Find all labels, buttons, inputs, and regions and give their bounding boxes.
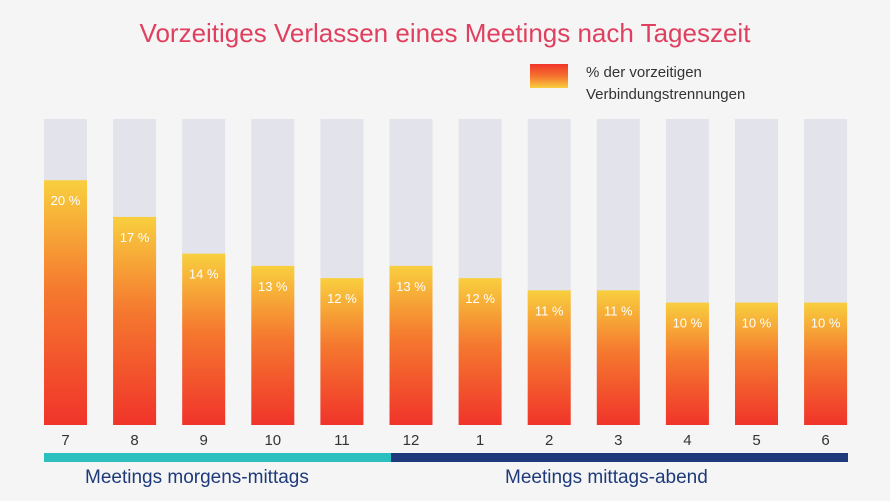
x-axis-ticks: 7 8 9 10 11 12 1 2 3 4 5 6 (61, 432, 829, 449)
bars-layer: 20 % 17 % 14 % 13 % 12 % 13 % 12 % 11 % 11 % 10 %… (44, 119, 848, 425)
x-tick-label: 1 (476, 432, 484, 449)
group-bar (44, 453, 391, 462)
bar (320, 278, 364, 425)
bar-value-label: 12 % (465, 291, 495, 306)
bar (804, 302, 848, 425)
x-tick-label: 6 (821, 432, 829, 449)
bar (735, 302, 778, 425)
bar-value-label: 10 % (742, 316, 772, 331)
bar (44, 180, 87, 425)
bar (182, 253, 226, 425)
bar-value-label: 12 % (327, 291, 357, 306)
x-tick-label: 8 (130, 432, 138, 449)
bar-value-label: 14 % (189, 267, 219, 282)
bar (389, 265, 433, 425)
group-bar (391, 453, 848, 462)
x-tick-label: 12 (403, 432, 420, 449)
bar-value-label: 11 % (604, 303, 633, 318)
x-tick-label: 9 (200, 432, 208, 449)
x-tick-label: 4 (683, 432, 691, 449)
x-tick-label: 10 (264, 432, 281, 449)
bar-value-label: 17 % (120, 230, 150, 245)
bar (458, 278, 502, 425)
legend-label-line1: % der vorzeitigen (586, 64, 702, 81)
bar (251, 265, 295, 425)
x-tick-label: 7 (61, 432, 69, 449)
bar-value-label: 13 % (258, 279, 288, 294)
legend-label-line2: Verbindungstrennungen (586, 86, 746, 103)
x-tick-label: 11 (334, 432, 350, 449)
legend-swatch (530, 64, 568, 88)
bar (596, 290, 640, 425)
x-tick-label: 2 (545, 432, 553, 449)
bar-value-label: 20 % (51, 193, 81, 208)
bar (665, 302, 709, 425)
bar (527, 290, 571, 425)
chart-title: Vorzeitiges Verlassen eines Meetings nac… (139, 18, 751, 48)
bar-value-label: 10 % (673, 316, 703, 331)
legend-text: % der vorzeitigen Verbindungstrennungen (586, 62, 806, 106)
group-label-afternoon: Meetings mittags-abend (505, 467, 708, 488)
group-label-morning: Meetings morgens-mittags (85, 467, 309, 488)
bar (113, 216, 157, 425)
x-tick-label: 5 (752, 432, 760, 449)
x-tick-label: 3 (614, 432, 622, 449)
bar-value-label: 13 % (396, 279, 426, 294)
bar-value-label: 10 % (811, 316, 841, 331)
group-bars (44, 453, 848, 462)
bar-value-label: 11 % (535, 303, 564, 318)
